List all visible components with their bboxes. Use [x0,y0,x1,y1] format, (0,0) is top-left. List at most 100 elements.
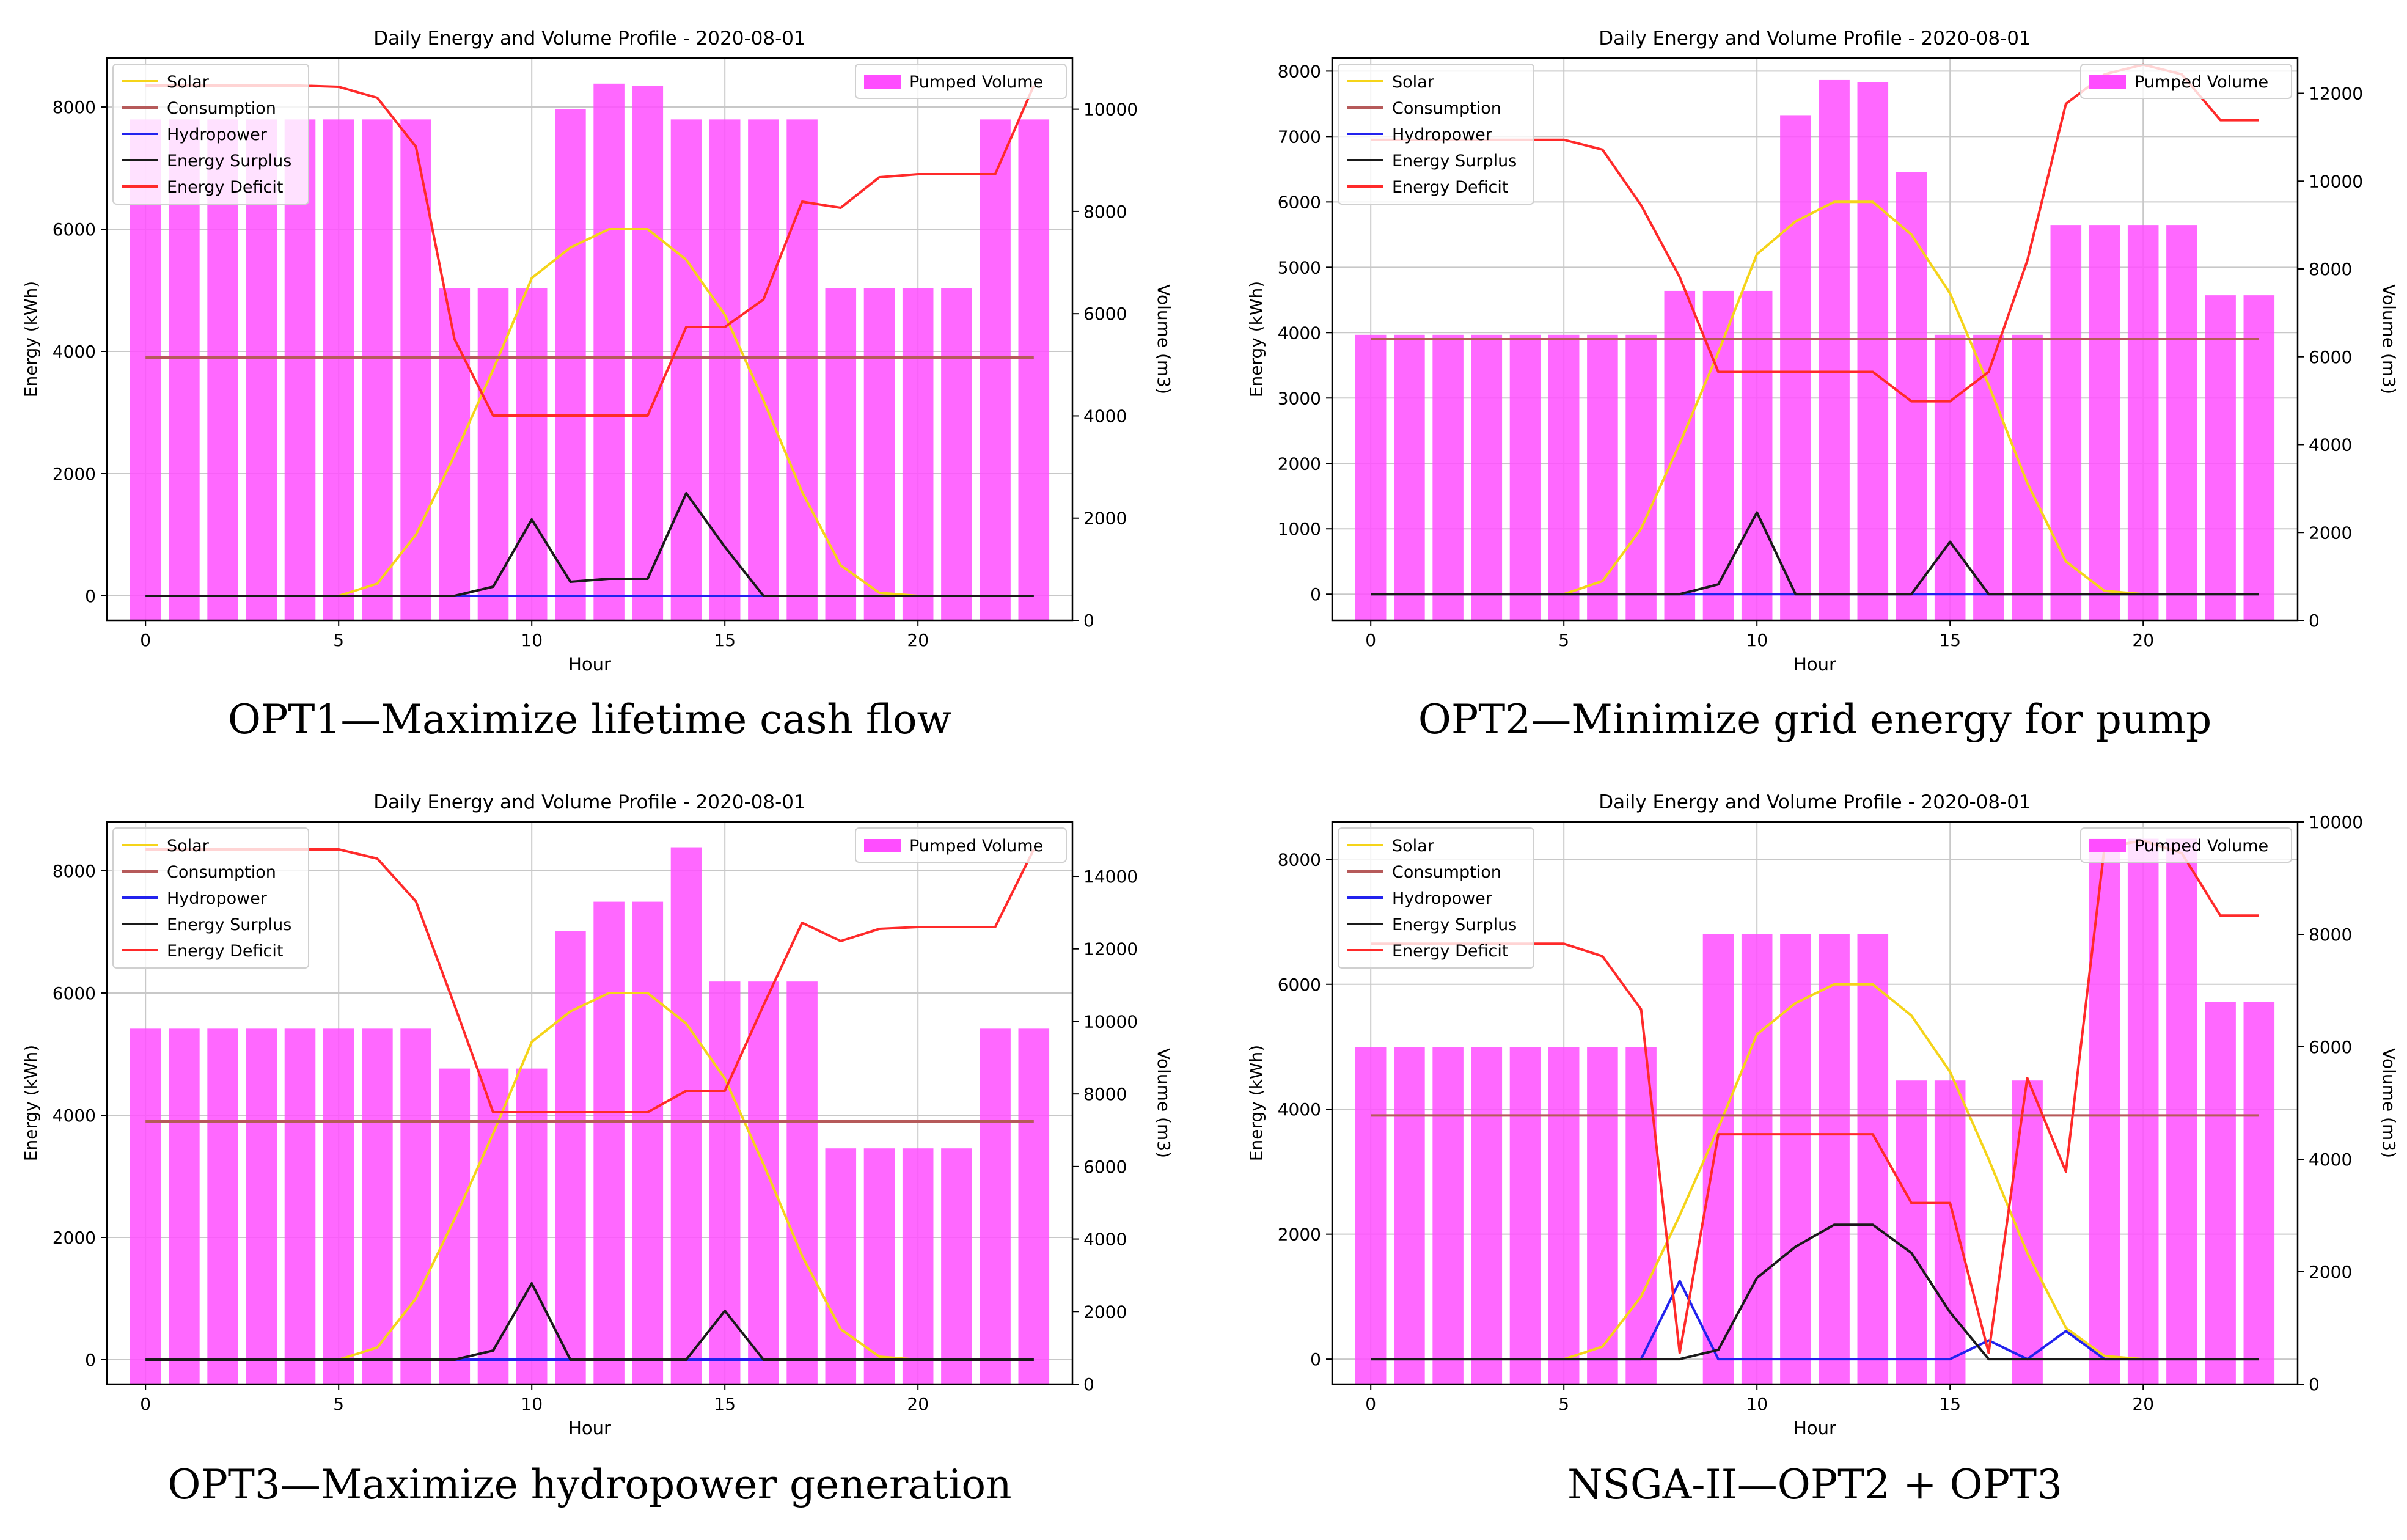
chart-panel-2: 0 5 10 15 20 0 1000 2000 3000 4000 5000 6000 7000 800… [1246,28,2399,743]
bar-pumped-volume [825,288,857,620]
bar-pumped-volume [748,981,779,1384]
bar-pumped-volume [1934,1080,1966,1384]
bar-pumped-volume [400,1028,431,1384]
bar-pumped-volume [362,119,393,620]
chart-title: Daily Energy and Volume Profile - 2020-0… [373,28,805,50]
bar-pumped-volume [1780,115,1811,620]
legend-label: Solar [167,837,210,856]
bar-pumped-volume [902,288,934,620]
x-tick-label: 5 [333,630,344,650]
bar-pumped-volume [1702,934,1734,1384]
bar-pumped-volume [439,1068,471,1384]
bar-pumped-volume [748,119,779,620]
plot-frame [1331,821,2299,1385]
x-tick-label: 0 [1365,1394,1376,1414]
y-tick-label: 7000 [1278,127,1321,147]
x-tick-label: 20 [907,630,929,650]
bar-pumped-volume [1934,334,1966,620]
bar-pumped-volume [516,1068,548,1384]
y2-tick-label: 6000 [2309,1037,2352,1057]
panel-caption: OPT1—Maximize lifetime cash flow [228,696,951,743]
y-tick-label: 8000 [53,861,96,881]
series-line-solar [145,228,1034,597]
bar-pumped-volume [825,1148,857,1384]
bar-pumped-volume [863,1148,895,1384]
legend-label: Solar [1392,73,1435,92]
y-tick-label: 0 [1310,584,1321,604]
x-tick-label: 15 [714,630,736,650]
bar-pumped-volume [2205,1002,2236,1384]
bar-pumped-volume [1664,290,1696,620]
bar-pumped-volume [1857,82,1889,620]
legend-label: Consumption [167,99,276,118]
y-tick-label: 5000 [1278,257,1321,277]
bar-pumped-volume [1741,290,1773,620]
y-tick-label: 4000 [1278,323,1321,343]
bar-pumped-volume [1896,172,1927,620]
legend-label: Energy Deficit [1392,178,1508,197]
panel-caption: NSGA-II—OPT2 + OPT3 [1567,1461,2062,1508]
y2-axis-label: Volume (m3) [1154,1048,1174,1158]
y2-tick-label: 2000 [1083,1302,1127,1322]
bar-pumped-volume [2243,295,2275,620]
y-tick-label: 2000 [53,464,96,484]
bar-pumped-volume [902,1148,934,1384]
y2-tick-label: 2000 [1083,508,1127,529]
x-tick-label: 15 [714,1394,736,1414]
y2-tick-label: 14000 [1083,867,1138,887]
x-axis-label: Hour [568,654,611,675]
y-tick-label: 2000 [53,1228,96,1248]
bar-pumped-volume [1471,1047,1503,1384]
bar-pumped-volume [323,119,354,620]
y-tick-label: 8000 [53,97,96,117]
legend-label: Energy Surplus [1392,915,1517,934]
bar-pumped-volume [670,847,702,1384]
legend-lines: Solar Consumption Hydropower Energy Surplus… [1338,827,1534,969]
y2-tick-label: 4000 [2309,1150,2352,1170]
bar-pumped-volume [362,1028,393,1384]
legend-label: Consumption [1392,99,1501,118]
y2-tick-label: 4000 [1083,406,1127,426]
x-tick-label: 20 [907,1394,929,1414]
legend-box [855,64,1067,99]
y-tick-label: 8000 [1278,849,1321,870]
y-tick-label: 6000 [1278,975,1321,995]
bar-pumped-volume [593,901,625,1384]
legend-label: Hydropower [167,125,268,144]
bar-pumped-volume [1355,1047,1387,1384]
legend-label: Solar [1392,837,1435,856]
bar-pumped-volume [1509,334,1541,620]
y2-axis-label: Volume (m3) [2379,1048,2399,1158]
bar-pumped-volume [1548,334,1580,620]
legend-label: Pumped Volume [909,73,1043,92]
y-tick-label: 4000 [1278,1099,1321,1120]
bar-pumped-volume [1394,1047,1425,1384]
bar-pumped-volume [323,1028,354,1384]
y2-tick-label: 4000 [1083,1230,1127,1250]
legend-bars: Pumped Volume [855,827,1067,863]
legend-label: Pumped Volume [2134,837,2268,856]
y2-tick-label: 10000 [2309,171,2363,191]
bar-pumped-volume [2050,225,2082,620]
bar-pumped-volume [1857,934,1889,1384]
bar-pumped-volume [2166,225,2197,620]
x-tick-label: 0 [140,1394,151,1414]
x-axis-label: Hour [1793,654,1836,675]
legend-lines: Solar Consumption Hydropower Energy Surplus… [112,64,309,205]
series-line-energy-surplus [145,1282,1034,1361]
plot-frame [106,821,1074,1385]
y-tick-label: 0 [85,1350,96,1370]
bar-pumped-volume [941,288,972,620]
y-tick-label: 3000 [1278,388,1321,408]
chart-panel-4: 0 5 10 15 20 0 2000 4000 6000 8000 0 2000 4000 6000 80… [1246,791,2399,1508]
panel-caption: OPT3—Maximize hydropower generation [167,1461,1011,1508]
legend-box [2080,827,2292,863]
legend-label: Pumped Volume [909,837,1043,856]
bar-pumped-volume [284,1028,316,1384]
bar-pumped-volume [169,1028,200,1384]
legend-bars: Pumped Volume [2080,64,2292,99]
y-tick-label: 6000 [53,219,96,240]
legend-swatch [2089,839,2126,853]
legend-lines: Solar Consumption Hydropower Energy Surplus… [1338,64,1534,205]
